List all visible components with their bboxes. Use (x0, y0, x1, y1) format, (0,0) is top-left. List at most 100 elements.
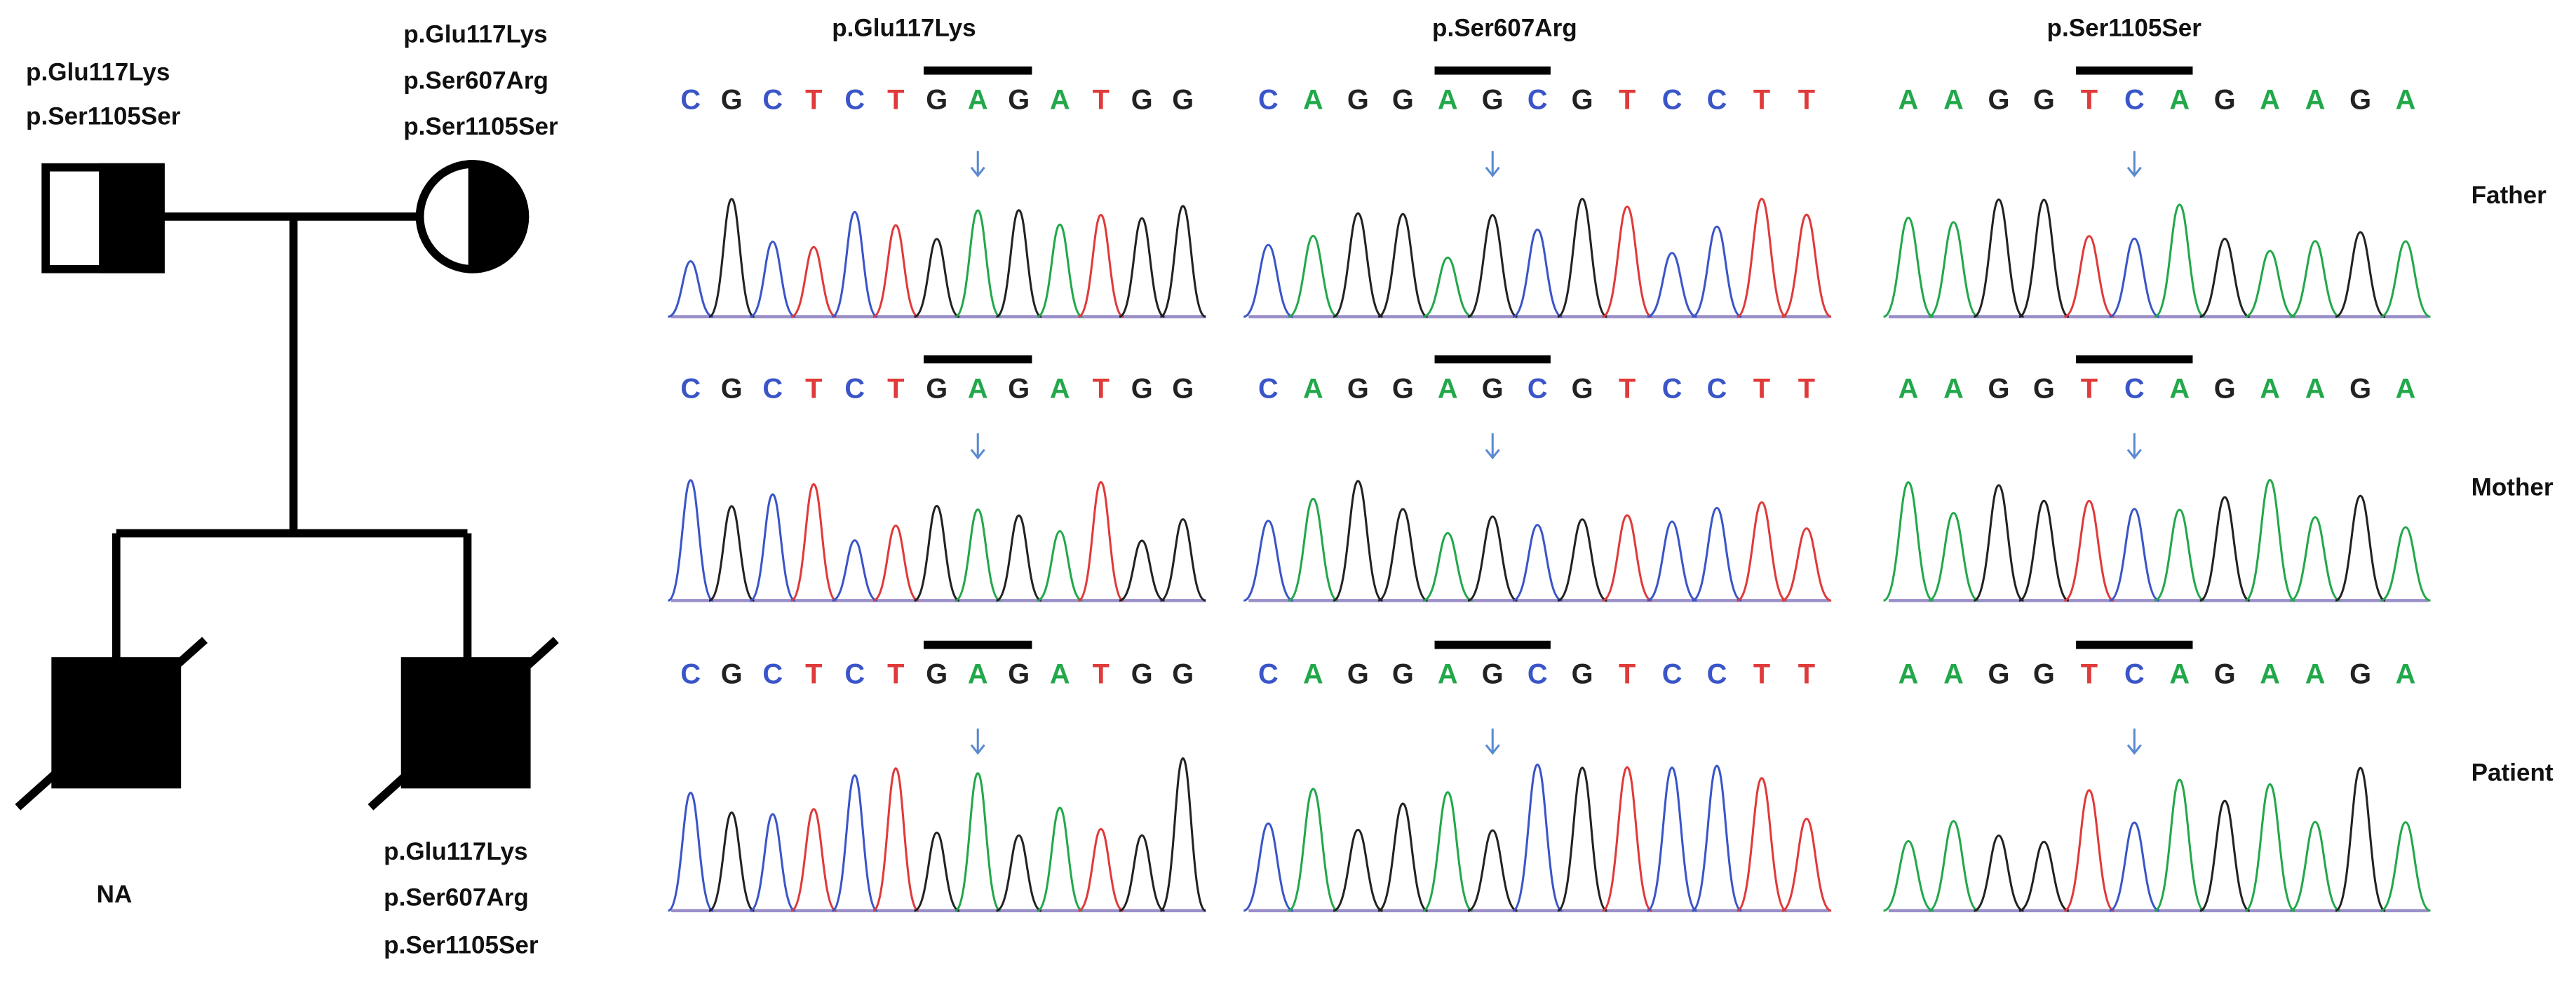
base-letter: G (2349, 373, 2371, 404)
base-letter: G (1572, 373, 1593, 404)
trace-peak (1288, 787, 1339, 912)
trace-peak (1422, 791, 1474, 912)
trace-peak (1737, 777, 1787, 912)
trace-peak (2290, 820, 2341, 912)
mother-variant: p.Glu117Lys (403, 21, 547, 48)
trace-peak (708, 198, 755, 318)
variant-arrow (1485, 151, 1500, 177)
trace-peak (2199, 496, 2251, 602)
trace-peak (1602, 205, 1652, 318)
base-letter: T (805, 659, 822, 690)
base-letter: C (1528, 85, 1548, 116)
base-letter: C (1707, 85, 1727, 116)
base-letter: G (1988, 85, 2009, 116)
base-letter: C (1707, 373, 1727, 404)
base-letter: G (721, 85, 743, 116)
base-letter: C (762, 373, 783, 404)
base-letter: G (1572, 85, 1593, 116)
base-letter: C (2124, 85, 2145, 116)
base-letter: G (1347, 373, 1369, 404)
base-letter: A (2260, 85, 2280, 116)
trace-peak (1781, 213, 1832, 318)
trace-peak (1037, 806, 1084, 912)
trace-peak (1973, 834, 2024, 912)
column-title: p.Ser607Arg (1432, 14, 1577, 41)
trace-peak (1692, 506, 1742, 602)
base-letter: A (1899, 659, 1919, 690)
base-letter: G (2349, 85, 2371, 116)
trace-peak (1882, 216, 1934, 318)
trace-peak (2335, 231, 2386, 318)
base-letter: A (1438, 373, 1458, 404)
base-letter: T (1093, 373, 1110, 404)
base-letter: C (1528, 373, 1548, 404)
variant-arrow (1485, 433, 1500, 460)
base-letter: G (2033, 659, 2055, 690)
trace-peak (1692, 225, 1742, 318)
base-letter: T (887, 85, 904, 116)
base-letter: A (1899, 85, 1919, 116)
trace-peak (1159, 518, 1206, 602)
base-letter: T (1619, 85, 1636, 116)
base-letter: A (1303, 85, 1323, 116)
base-letter: G (1172, 373, 1194, 404)
base-letter: A (1050, 85, 1070, 116)
base-letter: G (2214, 85, 2236, 116)
base-letter: G (1482, 659, 1504, 690)
base-letter: G (1572, 659, 1593, 690)
father-variant: p.Ser1105Ser (26, 103, 181, 130)
base-letter: T (1753, 85, 1770, 116)
base-letter: C (762, 659, 783, 690)
trace-peak (2109, 821, 2160, 912)
trace-peak (2199, 238, 2251, 318)
trace-peak (708, 811, 755, 912)
trace-peak (1333, 212, 1384, 318)
base-letter: G (1392, 659, 1414, 690)
trace-peak (913, 238, 960, 318)
base-letter: T (887, 659, 904, 690)
trace-peak (1422, 532, 1473, 602)
base-letter: A (1899, 373, 1919, 404)
trace-peak (1647, 252, 1697, 318)
column-title: p.Ser1105Ser (2047, 14, 2202, 41)
trace-peak (1377, 212, 1429, 318)
trace-peak (913, 505, 960, 602)
base-letter: C (1258, 659, 1279, 690)
mother-variant: p.Ser607Arg (403, 67, 548, 94)
trace-peak (995, 514, 1042, 602)
base-letter: A (2169, 373, 2190, 404)
base-letter: G (2214, 659, 2236, 690)
trace-peak (1928, 512, 1979, 602)
pedigree (15, 160, 559, 811)
trace-peak (955, 209, 1002, 318)
patient-variant: p.Glu117Lys (384, 838, 527, 865)
base-letter: T (2081, 659, 2098, 690)
trace-peak (1377, 508, 1429, 602)
row-label: Patient (2472, 759, 2554, 787)
trace-peak (749, 241, 796, 318)
trace-peak (1243, 822, 1294, 912)
trace-peak (1928, 820, 1979, 912)
trace-peak (1037, 223, 1084, 318)
base-letter: G (721, 659, 743, 690)
trace-peak (1467, 214, 1518, 318)
row-label: Father (2472, 182, 2547, 209)
trace-peak (2154, 203, 2205, 318)
base-letter: T (1093, 85, 1110, 116)
trace-peak (1557, 198, 1607, 318)
trace-peak (1077, 827, 1124, 912)
trace-peak (1077, 480, 1124, 602)
patient-variant: p.Ser1105Ser (384, 931, 539, 959)
base-letter: A (2169, 659, 2190, 690)
base-letter: T (1798, 659, 1815, 690)
base-letter: G (1131, 85, 1153, 116)
trace-peak (1512, 524, 1563, 602)
base-letter: G (1482, 85, 1504, 116)
base-letter: C (1258, 373, 1279, 404)
trace-peak (1377, 802, 1429, 912)
trace-peak (1119, 217, 1166, 318)
trace-peak (2335, 494, 2386, 602)
base-letter: A (2305, 659, 2326, 690)
